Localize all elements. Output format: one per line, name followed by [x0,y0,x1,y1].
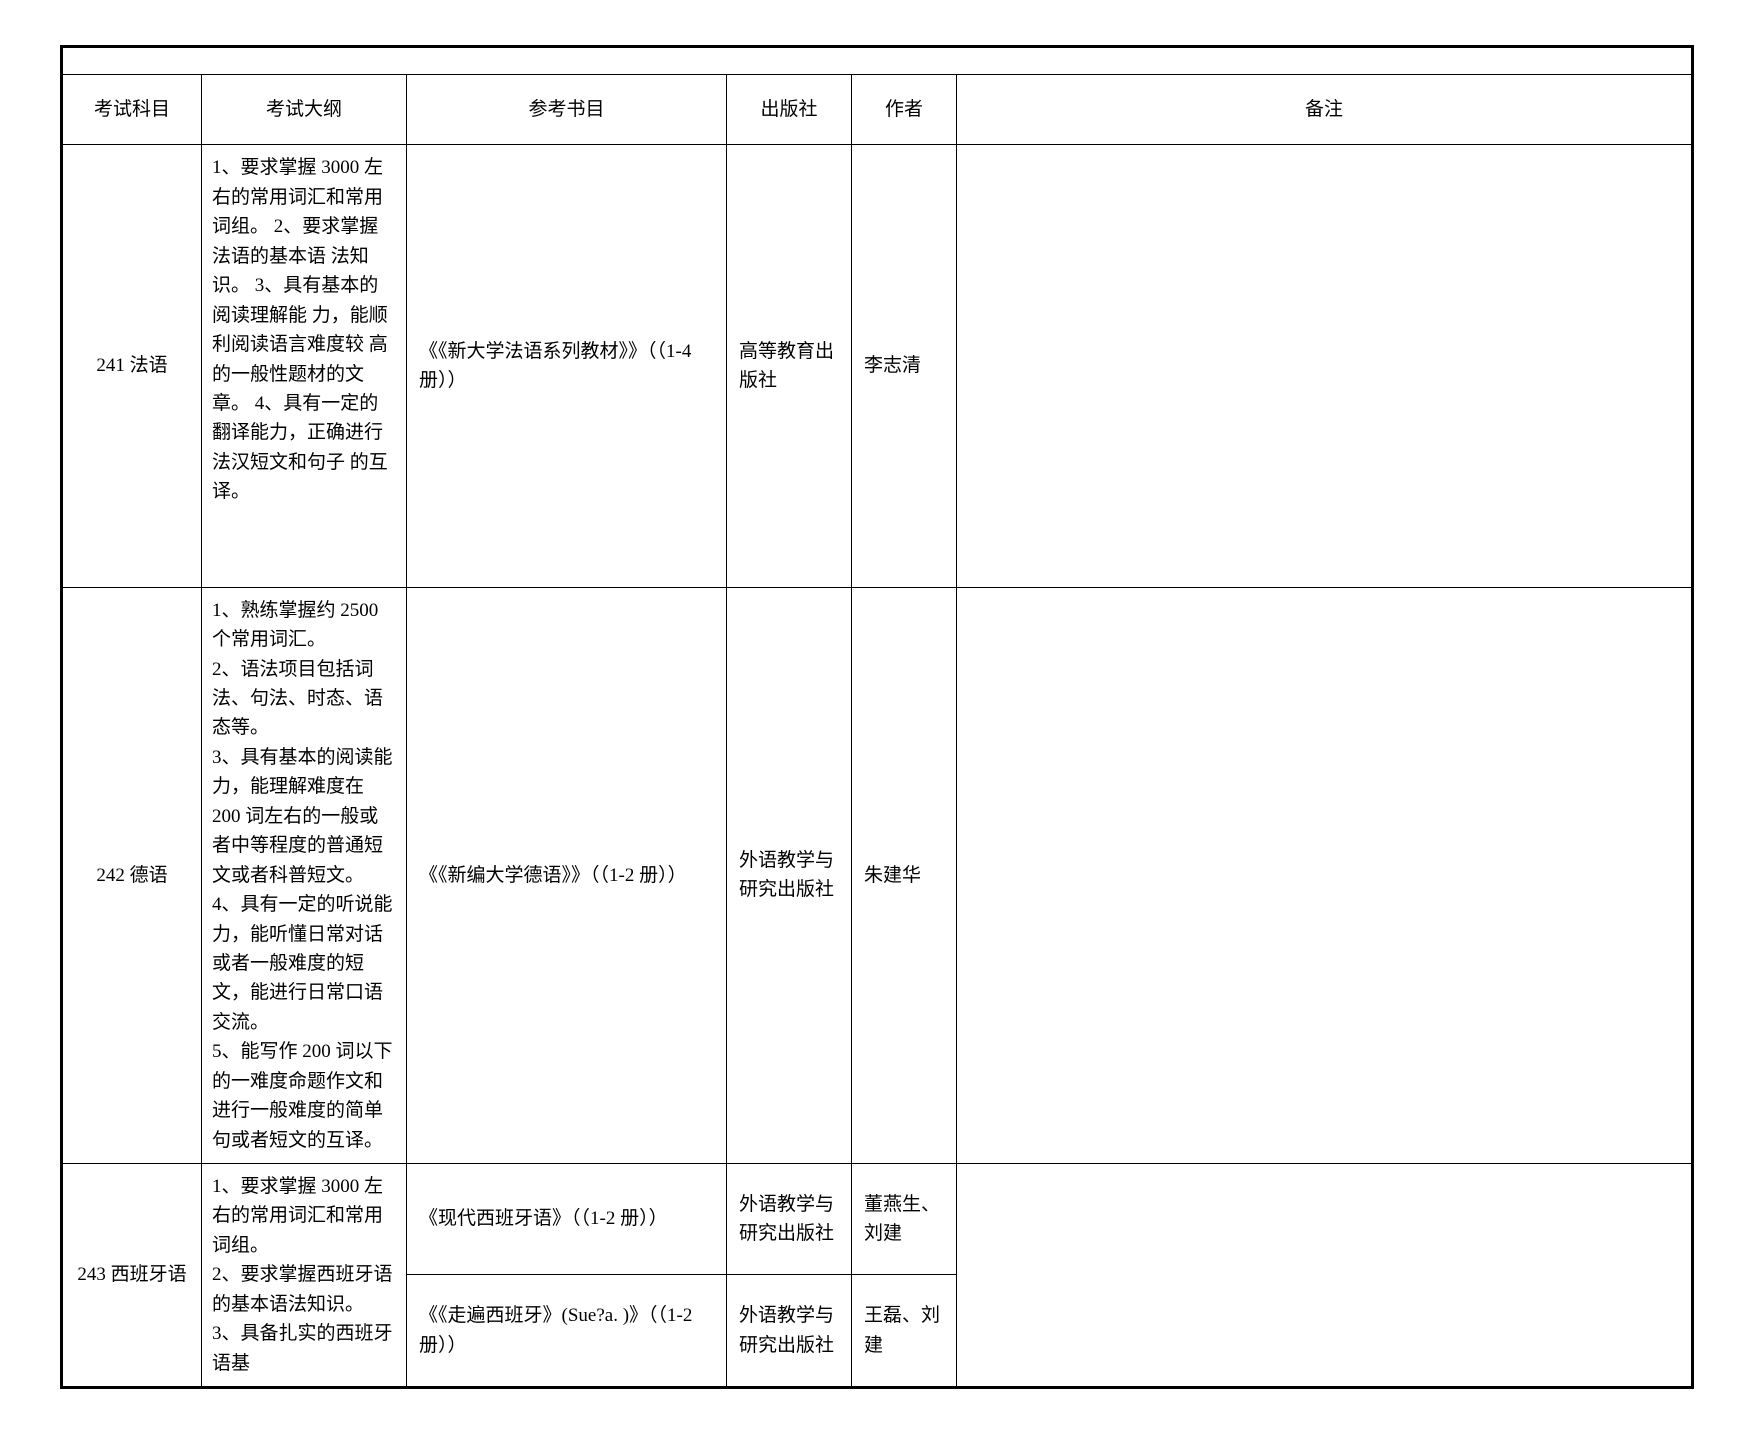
cell-book: 《《新大学法语系列教材》》（（1-4 册）） [407,145,727,587]
table-row: 242 德语 1、熟练掌握约 2500 个常用词汇。 2、语法项目包括词法、句法… [62,587,1693,1163]
cell-note [957,145,1693,587]
header-row: 考试科目 考试大纲 参考书目 出版社 作者 备注 [62,75,1693,145]
header-book: 参考书目 [407,75,727,145]
cell-publisher: 外语教学与研究出版社 [727,1275,852,1388]
cell-publisher: 外语教学与研究出版社 [727,1164,852,1275]
header-publisher: 出版社 [727,75,852,145]
cell-subject: 243 西班牙语 [62,1164,202,1388]
table-row: 241 法语 1、要求掌握 3000 左右的常用词汇和常用词组。 2、要求掌握法… [62,145,1693,587]
header-author: 作者 [852,75,957,145]
cell-outline: 1、熟练掌握约 2500 个常用词汇。 2、语法项目包括词法、句法、时态、语态等… [202,587,407,1163]
cell-subject: 242 德语 [62,587,202,1163]
cell-book: 《现代西班牙语》（（1-2 册）） [407,1164,727,1275]
cell-author: 王磊、刘建 [852,1275,957,1388]
cell-author: 李志清 [852,145,957,587]
cell-book: 《《走遍西班牙》(Sue?a. )》（（1-2 册）） [407,1275,727,1388]
cell-subject: 241 法语 [62,145,202,587]
cell-author: 朱建华 [852,587,957,1163]
cell-book: 《《新编大学德语》》（（1-2 册）） [407,587,727,1163]
cell-outline: 1、要求掌握 3000 左右的常用词汇和常用词组。 2、要求掌握法语的基本语 法… [202,145,407,587]
blank-top-row [62,47,1693,75]
header-outline: 考试大纲 [202,75,407,145]
table-row: 243 西班牙语 1、要求掌握 3000 左右的常用词汇和常用词组。 2、要求掌… [62,1164,1693,1275]
header-subject: 考试科目 [62,75,202,145]
cell-outline: 1、要求掌握 3000 左右的常用词汇和常用词组。 2、要求掌握西班牙语的基本语… [202,1164,407,1388]
cell-publisher: 外语教学与研究出版社 [727,587,852,1163]
cell-note [957,1164,1693,1388]
cell-note [957,587,1693,1163]
cell-author: 董燕生、刘建 [852,1164,957,1275]
reference-table: 考试科目 考试大纲 参考书目 出版社 作者 备注 241 法语 1、要求掌握 3… [60,45,1694,1389]
header-note: 备注 [957,75,1693,145]
cell-publisher: 高等教育出版社 [727,145,852,587]
